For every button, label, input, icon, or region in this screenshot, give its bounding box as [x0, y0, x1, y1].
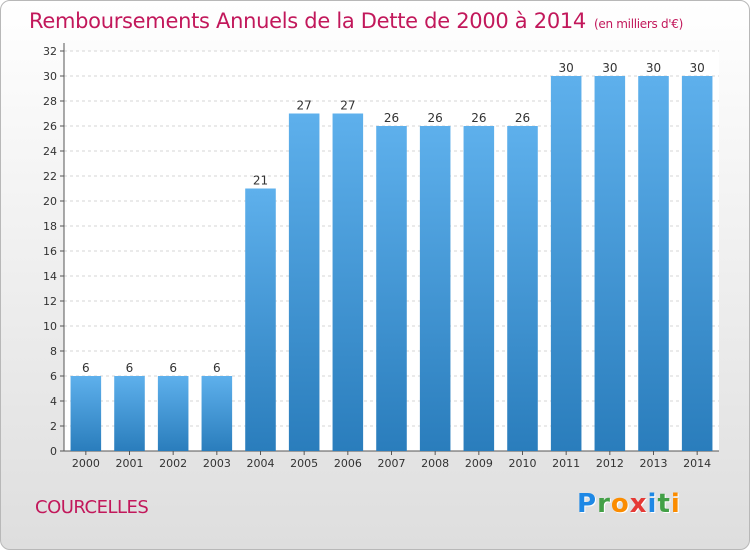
- y-tick-label: 4: [50, 395, 57, 408]
- x-tick-label: 2006: [334, 457, 362, 470]
- bar: [463, 126, 495, 451]
- logo-letter: i: [670, 489, 681, 519]
- x-tick-label: 2002: [159, 457, 187, 470]
- x-tick-label: 2014: [683, 457, 711, 470]
- y-tick-label: 24: [43, 145, 57, 158]
- y-tick-label: 8: [50, 345, 57, 358]
- place-name: COURCELLES: [35, 497, 149, 518]
- x-tick-label: 2009: [465, 457, 493, 470]
- bar: [550, 76, 582, 451]
- y-tick-label: 26: [43, 120, 57, 133]
- x-tick-label: 2011: [552, 457, 580, 470]
- bar-value-label: 27: [297, 99, 312, 113]
- bar-value-label: 26: [471, 111, 486, 125]
- bar-value-label: 26: [515, 111, 530, 125]
- y-tick-label: 28: [43, 95, 57, 108]
- y-tick-label: 10: [43, 320, 57, 333]
- logo-letter: o: [610, 489, 630, 519]
- bar: [157, 376, 189, 451]
- x-tick-label: 2000: [72, 457, 100, 470]
- bar: [332, 113, 364, 451]
- chart-title: Remboursements Annuels de la Dette de 20…: [29, 9, 683, 33]
- bar-value-label: 26: [384, 111, 399, 125]
- x-tick-label: 2008: [421, 457, 449, 470]
- bar-value-label: 30: [559, 61, 574, 75]
- x-tick-label: 2003: [203, 457, 231, 470]
- x-tick-label: 2007: [378, 457, 406, 470]
- y-tick-label: 20: [43, 195, 57, 208]
- y-tick-label: 18: [43, 220, 57, 233]
- chart-title-unit: (en milliers d'€): [594, 17, 684, 31]
- bar: [594, 76, 626, 451]
- y-tick-label: 32: [43, 45, 57, 58]
- x-tick-label: 2010: [509, 457, 537, 470]
- y-tick-label: 30: [43, 70, 57, 83]
- y-tick-label: 6: [50, 370, 57, 383]
- bar: [114, 376, 145, 451]
- x-tick-label: 2012: [596, 457, 624, 470]
- bar: [376, 126, 407, 451]
- y-tick-label: 22: [43, 170, 57, 183]
- bar-value-label: 27: [340, 99, 355, 113]
- bar: [507, 126, 538, 451]
- logo-letter: P: [577, 489, 598, 519]
- bar: [70, 376, 102, 451]
- bar: [288, 113, 320, 451]
- x-tick-label: 2004: [247, 457, 275, 470]
- y-tick-label: 16: [43, 245, 57, 258]
- bar-value-label: 6: [213, 361, 221, 375]
- logo-letter: x: [629, 489, 648, 519]
- logo-letter: i: [647, 489, 658, 519]
- proxiti-logo: Proxiti: [577, 489, 681, 519]
- x-tick-label: 2005: [290, 457, 318, 470]
- x-tick-label: 2013: [640, 457, 668, 470]
- x-tick-label: 2001: [116, 457, 144, 470]
- bar-value-label: 30: [602, 61, 617, 75]
- bar-value-label: 30: [690, 61, 705, 75]
- bar-value-label: 6: [82, 361, 90, 375]
- logo-letter: r: [597, 489, 611, 519]
- y-tick-label: 2: [50, 420, 57, 433]
- chart-title-main: Remboursements Annuels de la Dette de 20…: [29, 9, 586, 33]
- bar: [245, 188, 276, 451]
- bar-value-label: 26: [428, 111, 443, 125]
- bar-value-label: 6: [169, 361, 177, 375]
- bar-value-label: 30: [646, 61, 661, 75]
- bar-value-label: 21: [253, 174, 268, 188]
- bar: [201, 376, 233, 451]
- bar-value-label: 6: [126, 361, 134, 375]
- logo-letter: t: [657, 489, 671, 519]
- bar: [419, 126, 451, 451]
- bar: [638, 76, 669, 451]
- y-tick-label: 0: [50, 445, 57, 458]
- y-tick-label: 12: [43, 295, 57, 308]
- bar: [681, 76, 713, 451]
- y-tick-label: 14: [43, 270, 57, 283]
